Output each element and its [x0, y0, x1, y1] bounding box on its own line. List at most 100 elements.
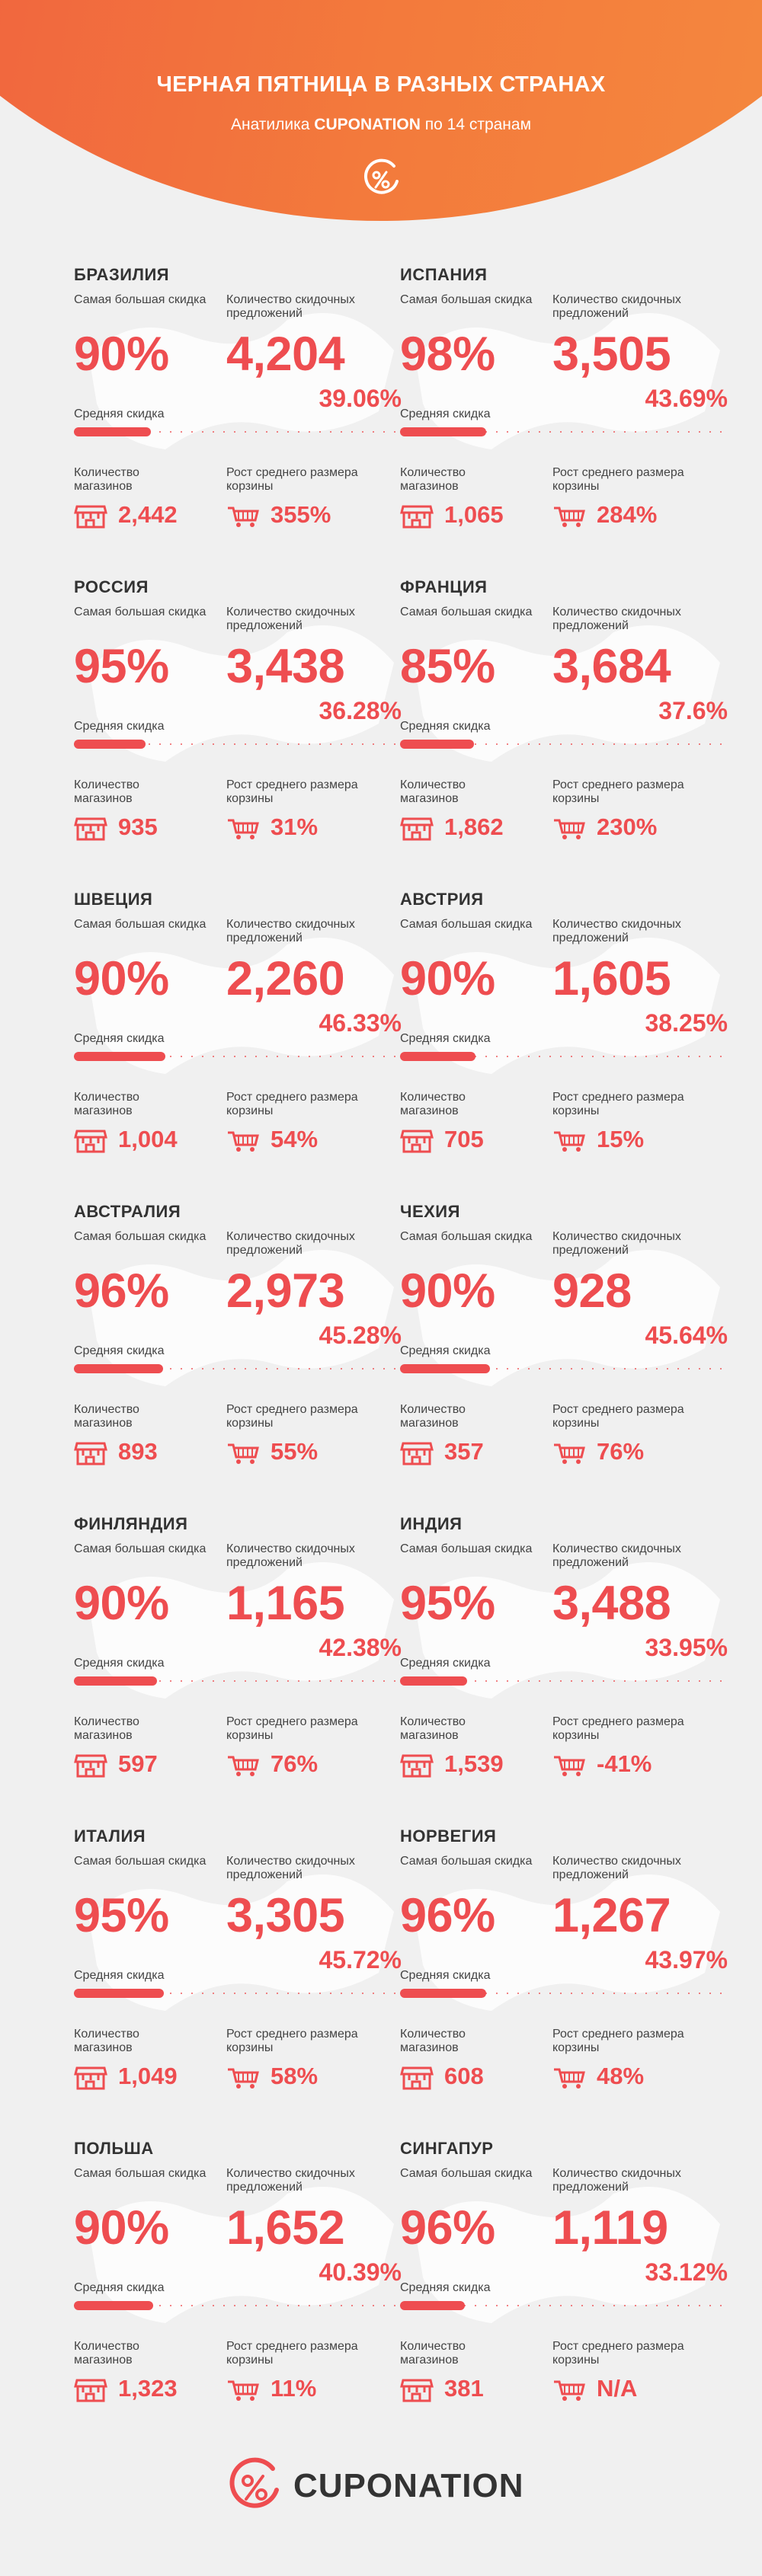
avg-discount-bar [74, 1362, 402, 1376]
avg-discount-bar [400, 737, 728, 751]
country-map-silhouette [415, 313, 720, 449]
max-discount-value: 95% [74, 1889, 169, 1942]
country-card: ФРАНЦИЯ Самая большая скидка Количество ск… [400, 564, 728, 861]
max-discount-label: Самая большая скидка [74, 293, 207, 306]
offers-value: 2,260 [226, 952, 345, 1005]
avg-discount-fill [74, 740, 146, 749]
basket-growth-label: Рост среднего размера корзины [552, 466, 684, 493]
percent-logo-icon [364, 158, 399, 194]
stores-label: Количество магазинов [400, 1403, 466, 1430]
shopping-cart-icon [226, 2065, 260, 2091]
avg-discount-label: Средняя скидка [400, 2281, 491, 2294]
offers-label: Количество скидочных предложений [226, 1230, 355, 1257]
stores-label: Количество магазинов [400, 778, 466, 805]
max-discount-value: 90% [400, 952, 495, 1005]
store-icon [400, 1128, 434, 1154]
offers-value: 1,267 [552, 1889, 671, 1942]
store-icon [400, 2377, 434, 2403]
offers-value: 1,605 [552, 952, 671, 1005]
offers-value: 3,488 [552, 1577, 671, 1630]
avg-discount-bar [74, 2299, 402, 2312]
avg-discount-label: Средняя скидка [400, 1344, 491, 1357]
avg-discount-track [400, 743, 728, 745]
avg-discount-track [400, 1680, 728, 1682]
avg-discount-value: 40.39% [319, 2258, 402, 2286]
max-discount-label: Самая большая скидка [74, 1230, 207, 1243]
footer-brand-b: NATION [393, 2467, 524, 2504]
avg-discount-bar [74, 1050, 402, 1063]
avg-discount-label: Средняя скидка [74, 1344, 165, 1357]
stores-label: Количество магазинов [400, 1091, 466, 1117]
stores-value: 608 [444, 2063, 484, 2089]
avg-discount-fill [74, 1989, 164, 1998]
avg-discount-label: Средняя скидка [74, 407, 165, 420]
offers-label: Количество скидочных предложений [552, 2167, 681, 2194]
store-icon [400, 2065, 434, 2091]
basket-growth-label: Рост среднего размера корзины [226, 2340, 358, 2367]
basket-growth-label: Рост среднего размера корзины [552, 1715, 684, 1742]
store-icon [74, 2065, 107, 2091]
basket-growth-value: 15% [597, 1126, 645, 1152]
basket-growth-label: Рост среднего размера корзины [552, 1091, 684, 1117]
max-discount-label: Самая большая скидка [74, 1542, 207, 1555]
avg-discount-value: 43.97% [645, 1946, 728, 1974]
country-name: ИТАЛИЯ [74, 1827, 146, 1846]
basket-growth-label: Рост среднего размера корзины [226, 1091, 358, 1117]
avg-discount-track [74, 1993, 402, 1994]
avg-discount-track [74, 1056, 402, 1057]
max-discount-value: 90% [74, 328, 169, 381]
avg-discount-track [400, 1056, 728, 1057]
footer-brand: CUPONATION [293, 2467, 524, 2505]
offers-value: 1,165 [226, 1577, 345, 1630]
avg-discount-value: 33.12% [645, 2258, 728, 2286]
country-map-silhouette [89, 625, 394, 762]
country-name: ШВЕЦИЯ [74, 890, 153, 909]
shopping-cart-icon [552, 816, 586, 842]
shopping-cart-icon [552, 2377, 586, 2403]
country-map-silhouette [415, 625, 720, 762]
basket-growth-label: Рост среднего размера корзины [226, 1403, 358, 1430]
basket-growth-label: Рост среднего размера корзины [552, 1403, 684, 1430]
country-name: ФРАНЦИЯ [400, 577, 488, 596]
avg-discount-value: 45.72% [319, 1946, 402, 1974]
country-name: БРАЗИЛИЯ [74, 265, 170, 284]
stores-label: Количество магазинов [400, 466, 466, 493]
offers-value: 3,505 [552, 328, 671, 381]
shopping-cart-icon [226, 816, 260, 842]
country-map-silhouette [415, 938, 720, 1074]
max-discount-value: 96% [74, 1264, 169, 1318]
avg-discount-bar [400, 1050, 728, 1063]
basket-growth-value: 11% [271, 2375, 317, 2402]
stores-value: 893 [118, 1438, 158, 1465]
country-map-silhouette [415, 1874, 720, 2011]
basket-growth-label: Рост среднего размера корзины [226, 1715, 358, 1742]
offers-value: 2,973 [226, 1264, 345, 1318]
offers-label: Количество скидочных предложений [552, 918, 681, 944]
stores-label: Количество магазинов [74, 778, 139, 805]
country-card: ФИНЛЯНДИЯ Самая большая скидка Количество … [74, 1501, 402, 1798]
avg-discount-track [400, 1993, 728, 1994]
max-discount-value: 90% [74, 952, 169, 1005]
offers-label: Количество скидочных предложений [226, 293, 355, 320]
avg-discount-fill [400, 740, 474, 749]
stores-value: 357 [444, 1438, 484, 1465]
max-discount-label: Самая большая скидка [400, 1542, 533, 1555]
offers-value: 3,305 [226, 1889, 345, 1942]
avg-discount-label: Средняя скидка [74, 1032, 165, 1045]
country-card: ЧЕХИЯ Самая большая скидка Количество скид… [400, 1188, 728, 1485]
offers-label: Количество скидочных предложений [552, 1542, 681, 1569]
country-map-silhouette [415, 1562, 720, 1699]
offers-value: 1,119 [552, 2201, 668, 2255]
max-discount-label: Самая большая скидка [74, 918, 207, 931]
avg-discount-value: 42.38% [319, 1634, 402, 1661]
offers-label: Количество скидочных предложений [552, 293, 681, 320]
country-card: ИСПАНИЯ Самая большая скидка Количество ск… [400, 251, 728, 548]
offers-label: Количество скидочных предложений [226, 1542, 355, 1569]
subtitle-brand-a: CUPO [314, 116, 360, 133]
avg-discount-value: 36.28% [319, 697, 402, 724]
country-map-silhouette [89, 313, 394, 449]
page-title: ЧЕРНАЯ ПЯТНИЦА В РАЗНЫХ СТРАНАХ [156, 72, 606, 97]
avg-discount-value: 43.69% [645, 385, 728, 412]
max-discount-label: Самая большая скидка [400, 293, 533, 306]
header-banner: ЧЕРНАЯ ПЯТНИЦА В РАЗНЫХ СТРАНАХ Анатилик… [0, 0, 762, 221]
